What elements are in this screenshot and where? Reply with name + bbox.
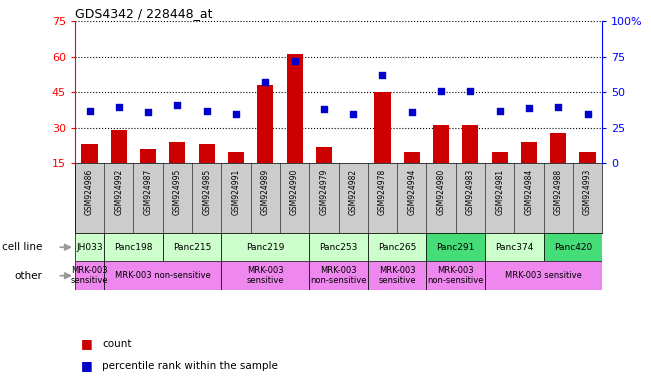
Text: JH033: JH033: [76, 243, 103, 252]
Point: [495, 108, 505, 114]
Text: other: other: [15, 271, 43, 281]
Point: [319, 106, 329, 113]
Text: MRK-003
sensitive: MRK-003 sensitive: [71, 266, 108, 285]
Text: GSM924988: GSM924988: [554, 169, 562, 215]
Point: [523, 105, 534, 111]
Point: [348, 111, 358, 117]
Bar: [75, 262, 104, 290]
Bar: [426, 262, 485, 290]
Text: GSM924994: GSM924994: [408, 169, 416, 215]
Text: GSM924981: GSM924981: [495, 169, 504, 215]
Bar: [221, 262, 309, 290]
Bar: [426, 233, 485, 262]
Text: GDS4342 / 228448_at: GDS4342 / 228448_at: [75, 7, 212, 20]
Point: [143, 109, 154, 115]
Bar: [368, 262, 426, 290]
Bar: [492, 152, 508, 199]
Text: Panc253: Panc253: [320, 243, 357, 252]
Point: [583, 111, 593, 117]
Text: MRK-003
non-sensitive: MRK-003 non-sensitive: [428, 266, 484, 285]
Point: [85, 108, 95, 114]
Point: [465, 88, 476, 94]
Text: MRK-003 non-sensitive: MRK-003 non-sensitive: [115, 271, 211, 280]
Text: GSM924989: GSM924989: [261, 169, 270, 215]
Text: Panc420: Panc420: [554, 243, 592, 252]
Text: GSM924990: GSM924990: [290, 169, 299, 215]
Point: [553, 103, 564, 109]
Bar: [485, 262, 602, 290]
Point: [378, 72, 388, 78]
Text: GSM924986: GSM924986: [85, 169, 94, 215]
Point: [231, 111, 242, 117]
Text: Panc215: Panc215: [173, 243, 211, 252]
Bar: [316, 147, 332, 199]
Bar: [199, 144, 215, 199]
Bar: [550, 132, 566, 199]
Text: Panc374: Panc374: [495, 243, 533, 252]
Text: MRK-003
sensitive: MRK-003 sensitive: [247, 266, 284, 285]
Point: [173, 102, 183, 108]
Text: GSM924979: GSM924979: [320, 169, 328, 215]
Text: GSM924978: GSM924978: [378, 169, 387, 215]
Bar: [257, 85, 273, 199]
Point: [202, 108, 212, 114]
Text: GSM924987: GSM924987: [144, 169, 152, 215]
Text: GSM924992: GSM924992: [115, 169, 123, 215]
Text: MRK-003 sensitive: MRK-003 sensitive: [505, 271, 582, 280]
Text: Panc198: Panc198: [114, 243, 153, 252]
Text: cell line: cell line: [2, 242, 43, 252]
Point: [114, 103, 124, 109]
Bar: [140, 149, 156, 199]
Point: [406, 109, 417, 115]
Text: GSM924985: GSM924985: [202, 169, 211, 215]
Bar: [104, 233, 163, 262]
Text: Panc265: Panc265: [378, 243, 416, 252]
Text: Panc219: Panc219: [246, 243, 284, 252]
Text: ■: ■: [81, 337, 93, 350]
Bar: [309, 233, 368, 262]
Text: GSM924995: GSM924995: [173, 169, 182, 215]
Bar: [345, 164, 361, 199]
Bar: [228, 152, 244, 199]
Bar: [374, 92, 391, 199]
Bar: [462, 126, 478, 199]
Text: GSM924982: GSM924982: [349, 169, 357, 215]
Bar: [81, 144, 98, 199]
Point: [260, 79, 271, 85]
Bar: [579, 152, 596, 199]
Bar: [368, 233, 426, 262]
Bar: [163, 233, 221, 262]
Text: MRK-003
non-sensitive: MRK-003 non-sensitive: [311, 266, 367, 285]
Bar: [404, 152, 420, 199]
Bar: [104, 262, 221, 290]
Bar: [75, 233, 104, 262]
Text: Panc291: Panc291: [437, 243, 475, 252]
Text: GSM924983: GSM924983: [466, 169, 475, 215]
Text: GSM924980: GSM924980: [437, 169, 445, 215]
Text: MRK-003
sensitive: MRK-003 sensitive: [378, 266, 416, 285]
Point: [436, 88, 447, 94]
Text: percentile rank within the sample: percentile rank within the sample: [102, 361, 278, 371]
Bar: [221, 233, 309, 262]
Bar: [309, 262, 368, 290]
Bar: [286, 54, 303, 199]
Text: GSM924984: GSM924984: [525, 169, 533, 215]
Bar: [485, 233, 544, 262]
Bar: [111, 130, 127, 199]
Text: ■: ■: [81, 359, 93, 372]
Text: GSM924991: GSM924991: [232, 169, 240, 215]
Bar: [544, 233, 602, 262]
Text: GSM924993: GSM924993: [583, 169, 592, 215]
Bar: [169, 142, 186, 199]
Bar: [521, 142, 537, 199]
Text: count: count: [102, 339, 132, 349]
Bar: [433, 126, 449, 199]
Point: [289, 58, 299, 64]
